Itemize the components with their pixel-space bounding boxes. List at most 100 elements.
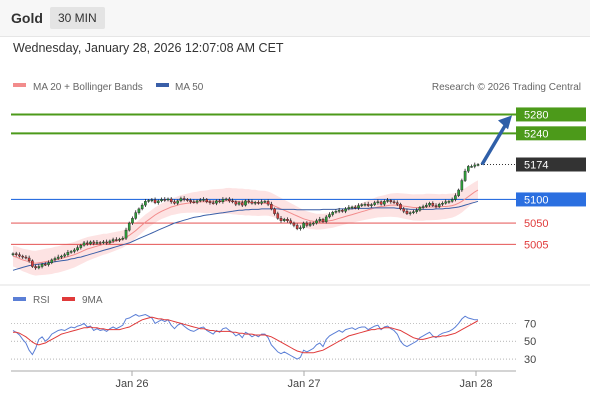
candle xyxy=(263,199,267,204)
candle xyxy=(308,221,312,227)
candle xyxy=(334,209,338,214)
ma20-legend-swatch xyxy=(13,83,26,87)
candle xyxy=(347,205,351,211)
candle xyxy=(363,202,367,207)
bollinger-band-area xyxy=(13,180,478,276)
candle xyxy=(82,241,86,247)
candle xyxy=(153,197,157,205)
candle xyxy=(250,199,254,205)
candle xyxy=(418,206,422,212)
candle xyxy=(402,207,406,214)
candle xyxy=(366,201,370,207)
x-tick-label: Jan 27 xyxy=(287,378,320,390)
rsi-tick-label: 70 xyxy=(524,318,536,330)
ma20-legend-label: MA 20 + Bollinger Bands xyxy=(33,82,143,93)
candle xyxy=(240,200,244,207)
candle xyxy=(134,210,138,220)
candle xyxy=(295,223,299,231)
candle xyxy=(231,198,234,204)
candle xyxy=(408,211,412,216)
x-tick-label: Jan 26 xyxy=(115,378,148,390)
candle xyxy=(312,221,315,226)
credit-text: Research © 2026 Trading Central xyxy=(432,82,581,93)
candle xyxy=(437,202,441,208)
rsi-panel: 70 50 30 xyxy=(11,313,536,366)
candle xyxy=(434,203,438,209)
level-label-5174: 5174 xyxy=(524,160,548,172)
ma50-legend-swatch xyxy=(156,83,169,87)
candle xyxy=(257,200,260,205)
candle xyxy=(470,164,473,168)
candle xyxy=(11,252,15,257)
candle xyxy=(73,248,76,254)
candle xyxy=(383,199,386,207)
candle xyxy=(441,201,444,207)
candle xyxy=(47,260,50,267)
candle xyxy=(360,203,364,207)
candle xyxy=(221,197,225,204)
candle xyxy=(476,163,480,167)
candle xyxy=(189,198,192,204)
candle xyxy=(43,262,47,267)
price-levels: 5280 5240 5174 5100 5050 5005 xyxy=(11,107,586,251)
candle xyxy=(182,196,186,202)
level-tag-5240 xyxy=(516,126,586,141)
candle xyxy=(282,217,286,223)
level-label-5280: 5280 xyxy=(524,109,548,121)
candle xyxy=(27,255,31,263)
candle xyxy=(353,205,357,210)
candle xyxy=(208,199,212,205)
rsi-tick-label: 50 xyxy=(524,336,536,348)
candle xyxy=(467,164,470,173)
candle xyxy=(415,207,418,214)
candle xyxy=(399,202,402,211)
candle xyxy=(299,225,302,231)
timeframe-badge[interactable]: 30 MIN xyxy=(50,7,105,29)
candle xyxy=(457,188,460,198)
candle xyxy=(389,198,393,204)
candle xyxy=(302,221,305,230)
candle xyxy=(279,215,283,223)
forecast-arrow-head xyxy=(498,115,512,130)
candle xyxy=(463,168,467,182)
candle xyxy=(66,249,70,257)
level-tag-5174 xyxy=(516,157,586,172)
candle xyxy=(176,199,179,206)
candle xyxy=(428,201,431,207)
candle xyxy=(315,218,318,225)
candle xyxy=(147,198,150,203)
candle xyxy=(276,211,280,220)
candle xyxy=(169,197,173,204)
candle xyxy=(228,197,231,203)
candlesticks xyxy=(11,162,480,270)
candle xyxy=(292,221,296,228)
candle xyxy=(395,200,399,207)
candle xyxy=(350,205,354,210)
candle xyxy=(131,216,134,225)
candle xyxy=(102,240,105,245)
candle xyxy=(218,198,221,204)
candle xyxy=(341,208,344,213)
candle xyxy=(163,197,167,202)
level-label-5100: 5100 xyxy=(524,194,548,206)
candle xyxy=(202,197,205,202)
candle xyxy=(454,193,457,202)
level-tag-5100 xyxy=(516,192,586,207)
candle xyxy=(450,197,454,203)
candle xyxy=(160,197,163,203)
candle xyxy=(50,258,54,265)
candle xyxy=(63,252,66,258)
header-bar: Gold 30 MIN xyxy=(0,0,590,37)
candle xyxy=(150,198,154,203)
candle xyxy=(157,199,160,205)
candle xyxy=(205,198,209,204)
candle xyxy=(273,207,276,216)
candle xyxy=(140,203,144,211)
candle xyxy=(425,202,428,208)
candle xyxy=(321,217,325,224)
candle xyxy=(215,199,218,206)
candle xyxy=(237,200,241,206)
candle xyxy=(318,216,322,223)
candle xyxy=(289,218,293,225)
candle xyxy=(186,198,189,202)
